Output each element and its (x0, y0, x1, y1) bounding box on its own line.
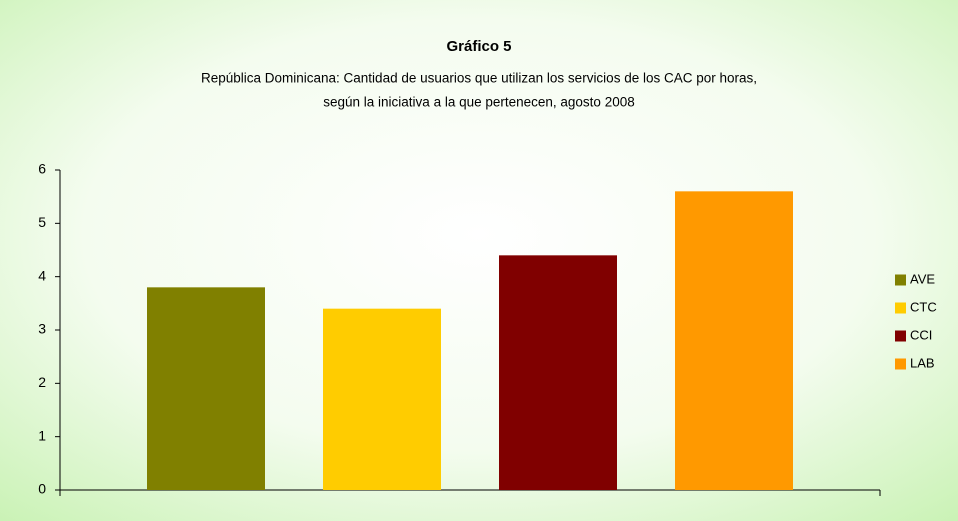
y-tick-label: 2 (38, 374, 46, 390)
legend-label: CCI (910, 327, 932, 342)
legend-label: CTC (910, 299, 937, 314)
legend-label: LAB (910, 355, 935, 370)
chart-subtitle: República Dominicana: Cantidad de usuari… (201, 71, 757, 86)
legend-swatch (895, 302, 906, 314)
y-tick-label: 4 (38, 267, 46, 283)
legend-swatch (895, 274, 906, 286)
y-tick-label: 0 (38, 481, 46, 497)
y-tick-label: 5 (38, 214, 46, 230)
legend-swatch (895, 330, 906, 342)
bar (675, 191, 793, 491)
bar (323, 308, 441, 490)
chart-title: Gráfico 5 (446, 38, 511, 55)
y-tick-label: 1 (38, 427, 46, 443)
bar (499, 255, 617, 490)
bar (147, 287, 265, 490)
legend-label: AVE (910, 271, 935, 286)
legend-swatch (895, 358, 906, 370)
y-tick-label: 3 (38, 321, 46, 337)
chart-subtitle: según la iniciativa a la que pertenecen,… (323, 95, 634, 110)
y-tick-label: 6 (38, 161, 46, 177)
